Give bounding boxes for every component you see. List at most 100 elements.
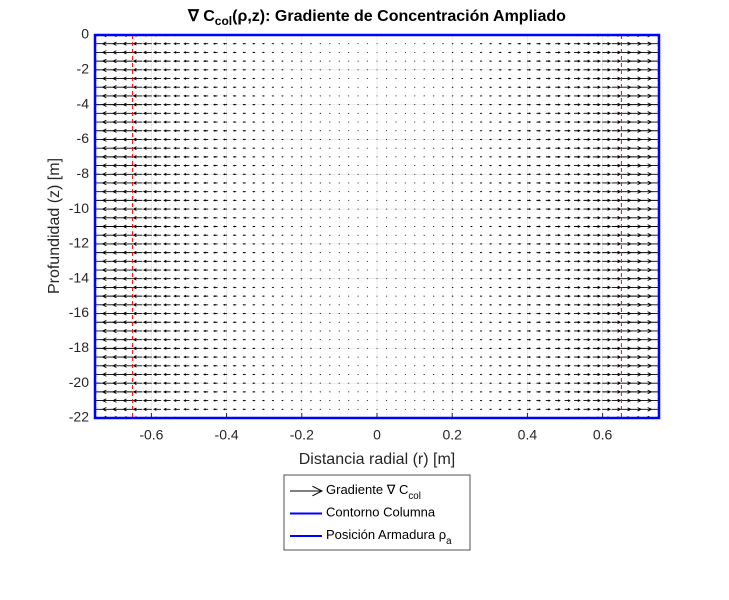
arrow (602, 364, 612, 368)
arrow (583, 190, 591, 194)
arrow (649, 67, 659, 73)
arrow (242, 164, 246, 167)
arrow (526, 399, 532, 402)
arrow (193, 399, 199, 402)
arrow (658, 78, 659, 79)
arrow (658, 356, 659, 358)
arrow (163, 233, 171, 237)
arrow (232, 330, 237, 332)
arrow (153, 320, 162, 324)
arrow (526, 68, 532, 71)
arrow (222, 173, 228, 176)
y-axis-label: Profundidad (z) [m] (46, 158, 63, 294)
arrow (649, 337, 659, 342)
arrow (517, 216, 522, 219)
arrow (242, 356, 246, 358)
arrow (153, 181, 162, 185)
arrow (508, 190, 512, 193)
arrow (232, 51, 237, 54)
arrow (611, 94, 622, 98)
arrow (536, 364, 542, 367)
arrow (212, 242, 218, 245)
arrow (555, 329, 561, 333)
arrow (602, 68, 612, 72)
arrow (658, 51, 659, 53)
arrow (573, 120, 581, 124)
arrow (95, 86, 96, 88)
arrow (555, 42, 561, 45)
arrow (555, 199, 561, 202)
arrow (222, 147, 228, 150)
arrow (602, 76, 612, 81)
arrow (203, 42, 209, 45)
arrow (242, 86, 246, 88)
arrow (153, 355, 162, 359)
arrow (592, 268, 601, 272)
arrow (242, 277, 246, 280)
arrow (583, 146, 591, 150)
arrow (508, 217, 512, 219)
arrow (222, 42, 228, 45)
arrow (573, 173, 581, 176)
arrow (583, 407, 591, 411)
arrow (242, 138, 246, 141)
arrow (526, 190, 532, 193)
arrow (101, 154, 115, 159)
arrow (122, 172, 134, 177)
arrow (232, 138, 237, 141)
arrow (212, 321, 218, 324)
arrow (536, 68, 542, 71)
arrow (101, 146, 115, 151)
arrow (232, 208, 237, 210)
arrow (555, 251, 561, 254)
arrow (153, 216, 162, 220)
arrow (611, 250, 622, 255)
arrow (611, 355, 622, 359)
arrow (658, 199, 659, 201)
arrow (573, 85, 581, 89)
arrow (564, 382, 571, 385)
arrow (193, 321, 199, 324)
text-part: (ρ,z): Gradiente de Concentración Amplia… (232, 8, 566, 25)
arrow (602, 190, 612, 194)
arrow (173, 103, 181, 106)
arrow (183, 303, 190, 307)
arrow (545, 138, 551, 141)
arrow (203, 190, 209, 193)
arrow (564, 181, 571, 185)
arrow (153, 373, 162, 376)
arrow (536, 103, 542, 106)
arrow (242, 243, 246, 245)
arrow (564, 199, 571, 202)
arrow (658, 243, 659, 245)
arrow (132, 346, 143, 351)
arrow (222, 364, 228, 367)
arrow (222, 399, 228, 402)
arrow (132, 94, 143, 98)
arrow (101, 76, 115, 81)
arrow (536, 373, 542, 376)
arrow (163, 286, 171, 289)
arrow (222, 408, 228, 411)
arrow (222, 68, 228, 71)
arrow (112, 250, 124, 255)
x-tick-label: -0.6 (139, 427, 163, 443)
arrow (101, 389, 115, 394)
arrow (193, 208, 199, 211)
arrow (203, 303, 209, 306)
arrow (153, 111, 162, 115)
y-tick-label: -22 (69, 409, 89, 425)
arrow (526, 173, 532, 176)
arrow (153, 207, 162, 211)
arrow (222, 391, 228, 393)
arrow (122, 320, 134, 325)
arrow (132, 233, 143, 237)
arrow (545, 338, 551, 341)
arrow (526, 356, 532, 358)
arrow (193, 329, 199, 333)
subscript: col (215, 14, 232, 28)
arrow (203, 399, 209, 402)
arrow (153, 251, 162, 255)
arrow (132, 155, 143, 159)
arrow (583, 268, 591, 272)
